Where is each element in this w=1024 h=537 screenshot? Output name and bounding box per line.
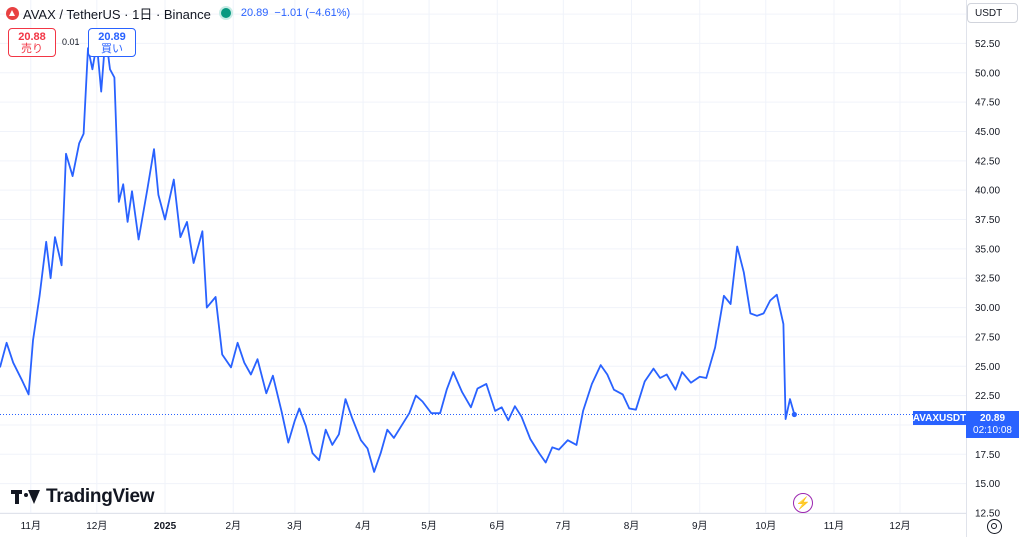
x-tick-label: 12月 (889, 520, 910, 532)
x-tick-label: 6月 (490, 520, 506, 532)
market-open-dot-icon (220, 8, 231, 18)
x-tick-label: 7月 (556, 520, 572, 532)
y-tick-label: 25.00 (975, 362, 1000, 373)
x-tick-label: 9月 (692, 520, 708, 532)
y-tick-label: 52.50 (975, 39, 1000, 50)
sell-button[interactable]: 20.88 売り (8, 28, 56, 57)
x-tick-label: 12月 (86, 520, 107, 532)
y-tick-label: 37.50 (975, 215, 1000, 226)
x-tick-label: 8月 (624, 520, 640, 532)
grid-lines (0, 0, 966, 514)
y-tick-label: 32.50 (975, 274, 1000, 285)
last-price-badge-value: 20.89 (979, 412, 1006, 424)
y-tick-label: 15.00 (975, 479, 1000, 490)
currency-button[interactable]: USDT (967, 3, 1018, 23)
y-tick-label: 47.50 (975, 98, 1000, 109)
last-price-quote: 20.89 (240, 7, 269, 19)
tradingview-logo[interactable]: TradingView (11, 486, 155, 508)
sell-price: 20.88 (18, 30, 46, 43)
price-line-series[interactable] (0, 34, 796, 473)
bar-countdown: 02:10:08 (973, 424, 1012, 436)
y-tick-label: 42.50 (975, 156, 1000, 167)
x-tick-label: 11月 (824, 520, 844, 532)
tradingview-logo-text: TradingView (46, 486, 155, 507)
buy-button[interactable]: 20.89 買い (88, 28, 136, 57)
y-tick-label: 22.50 (975, 391, 1000, 402)
tradingview-mark-icon (11, 489, 41, 505)
x-tick-label: 10月 (755, 520, 776, 532)
y-tick-label: 17.50 (975, 450, 1000, 461)
x-tick-label: 2月 (225, 520, 241, 532)
price-axis[interactable]: 12.5015.0017.5020.0022.5025.0027.5030.00… (975, 10, 1000, 520)
y-tick-label: 45.00 (975, 127, 1000, 138)
x-tick-label: 11月 (21, 520, 41, 532)
y-tick-label: 30.00 (975, 303, 1000, 314)
x-tick-label: 2025 (154, 521, 177, 532)
y-tick-label: 35.00 (975, 244, 1000, 255)
last-price-marker (791, 411, 797, 418)
symbol-title[interactable]: AVAX / TetherUS · 1日 · Binance (23, 6, 211, 22)
chart-header: AVAX / TetherUS · 1日 · Binance 20.89 −1.… (6, 5, 351, 22)
time-axis[interactable]: 11月 12月 2025 2月 3月 4月 5月 6月 7月 8月 9月 10月 11月 12月 (21, 520, 911, 532)
avax-logo-icon (6, 6, 19, 20)
x-tick-label: 4月 (355, 520, 371, 532)
price-change-quote: −1.01 (−4.61%) (274, 7, 351, 19)
y-tick-label: 27.50 (975, 332, 1000, 343)
gear-icon[interactable] (987, 519, 1002, 534)
y-tick-label: 12.50 (975, 509, 1000, 520)
symbol-price-badge: AVAXUSDT (912, 411, 967, 425)
x-tick-label: 3月 (287, 520, 303, 532)
lightning-icon[interactable]: ⚡ (793, 493, 813, 513)
x-tick-label: 5月 (421, 520, 437, 532)
y-tick-label: 50.00 (975, 68, 1000, 79)
sell-label: 売り (21, 42, 43, 55)
buy-price: 20.89 (98, 30, 126, 43)
y-tick-label: 40.00 (975, 186, 1000, 197)
spread-value: 0.01 (62, 37, 80, 47)
buy-label: 買い (101, 42, 123, 55)
last-price-badge: 20.89 02:10:08 (966, 411, 1019, 438)
